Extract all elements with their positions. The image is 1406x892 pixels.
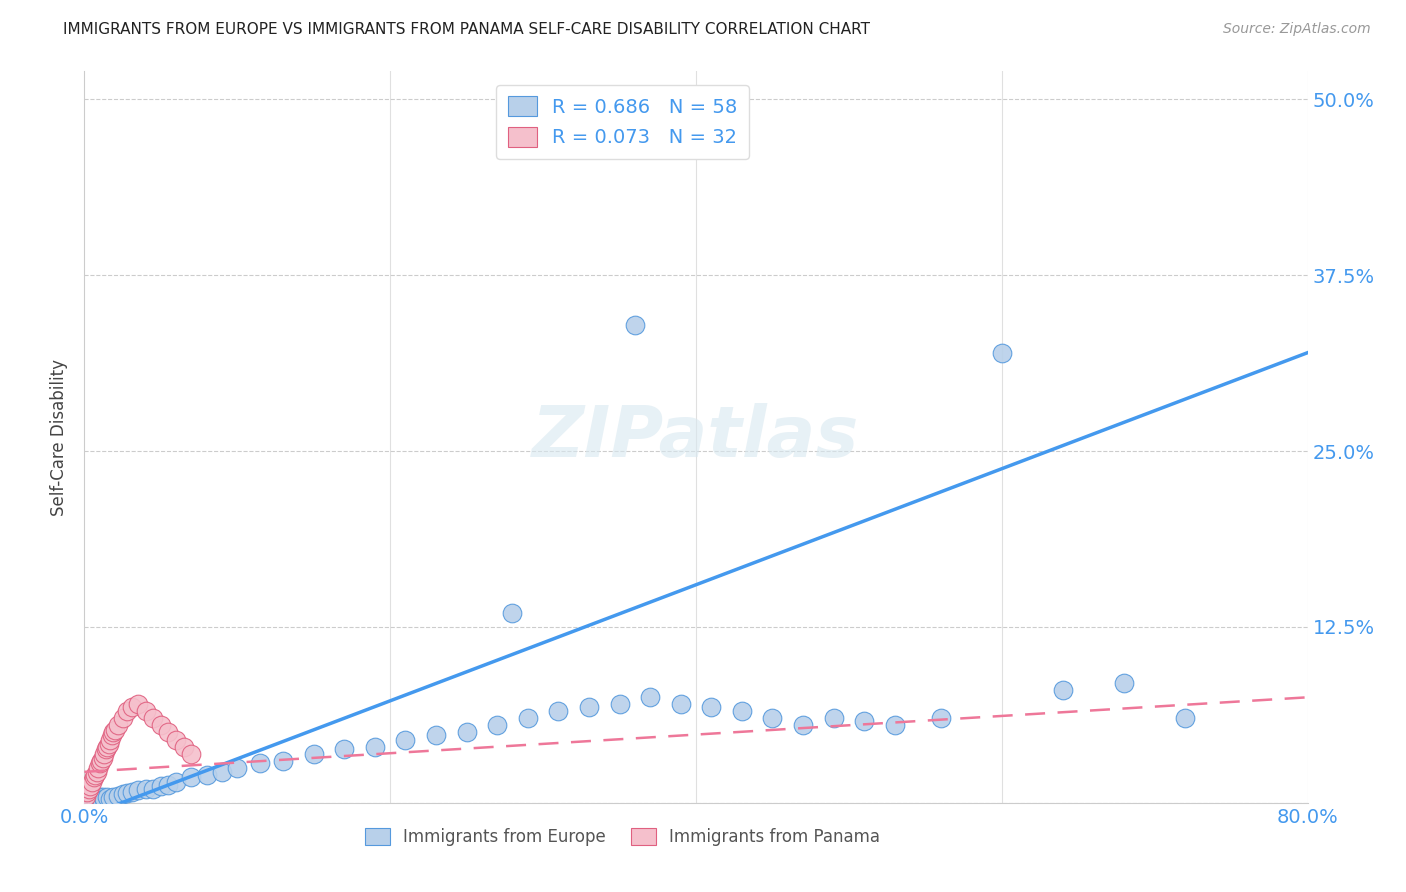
Point — [547, 705, 569, 719]
Point — [165, 774, 187, 789]
Point — [79, 791, 101, 805]
Point — [97, 737, 120, 751]
Point — [486, 718, 509, 732]
Point — [76, 784, 98, 798]
Point — [80, 774, 103, 789]
Point — [823, 711, 845, 725]
Point — [700, 700, 723, 714]
Point — [89, 790, 111, 805]
Point — [96, 790, 118, 805]
Point — [142, 711, 165, 725]
Point — [180, 747, 202, 761]
Point — [991, 345, 1014, 359]
Point — [107, 718, 129, 732]
Point — [853, 714, 876, 729]
Point — [211, 764, 233, 779]
Point — [516, 711, 538, 725]
Point — [249, 756, 271, 771]
Point — [165, 732, 187, 747]
Legend: Immigrants from Europe, Immigrants from Panama: Immigrants from Europe, Immigrants from … — [359, 822, 887, 853]
Point — [1052, 683, 1074, 698]
Point — [142, 781, 165, 796]
Point — [127, 783, 149, 797]
Point — [761, 711, 783, 725]
Point — [149, 779, 172, 793]
Point — [731, 705, 754, 719]
Point — [83, 791, 105, 805]
Point — [91, 751, 114, 765]
Point — [115, 705, 138, 719]
Point — [79, 779, 101, 793]
Text: ZIPatlas: ZIPatlas — [533, 402, 859, 472]
Point — [173, 739, 195, 754]
Point — [624, 318, 647, 332]
Point — [103, 790, 125, 805]
Point — [89, 756, 111, 771]
Point — [364, 739, 387, 754]
Point — [135, 781, 157, 796]
Point — [121, 700, 143, 714]
Point — [80, 790, 103, 805]
Point — [87, 791, 110, 805]
Point — [157, 725, 180, 739]
Point — [157, 778, 180, 792]
Point — [180, 771, 202, 785]
Point — [86, 764, 108, 779]
Point — [83, 771, 105, 785]
Point — [638, 690, 661, 705]
Point — [195, 767, 218, 781]
Point — [76, 791, 98, 805]
Point — [883, 718, 905, 732]
Point — [107, 789, 129, 803]
Point — [90, 754, 112, 768]
Point — [96, 739, 118, 754]
Point — [578, 700, 600, 714]
Point — [502, 606, 524, 620]
Y-axis label: Self-Care Disability: Self-Care Disability — [51, 359, 69, 516]
Point — [333, 742, 356, 756]
Point — [101, 728, 124, 742]
Point — [77, 781, 100, 796]
Point — [792, 718, 814, 732]
Text: IMMIGRANTS FROM EUROPE VS IMMIGRANTS FROM PANAMA SELF-CARE DISABILITY CORRELATIO: IMMIGRANTS FROM EUROPE VS IMMIGRANTS FRO… — [63, 22, 870, 37]
Point — [271, 754, 294, 768]
Point — [456, 725, 478, 739]
Point — [98, 732, 121, 747]
Point — [425, 728, 447, 742]
Point — [84, 767, 107, 781]
Point — [93, 747, 115, 761]
Point — [149, 718, 172, 732]
Point — [135, 705, 157, 719]
Point — [929, 711, 952, 725]
Point — [394, 732, 416, 747]
Point — [609, 698, 631, 712]
Point — [115, 786, 138, 800]
Point — [94, 742, 117, 756]
Point — [75, 789, 97, 803]
Point — [87, 761, 110, 775]
Point — [104, 723, 127, 737]
Point — [90, 791, 112, 805]
Point — [1174, 711, 1197, 725]
Point — [77, 790, 100, 805]
Point — [302, 747, 325, 761]
Point — [86, 790, 108, 805]
Point — [91, 790, 114, 805]
Point — [111, 711, 134, 725]
Point — [98, 791, 121, 805]
Point — [111, 788, 134, 802]
Point — [103, 725, 125, 739]
Point — [669, 698, 692, 712]
Point — [226, 761, 249, 775]
Point — [121, 784, 143, 798]
Point — [93, 791, 115, 805]
Text: Source: ZipAtlas.com: Source: ZipAtlas.com — [1223, 22, 1371, 37]
Point — [1114, 676, 1136, 690]
Point — [127, 698, 149, 712]
Point — [84, 791, 107, 805]
